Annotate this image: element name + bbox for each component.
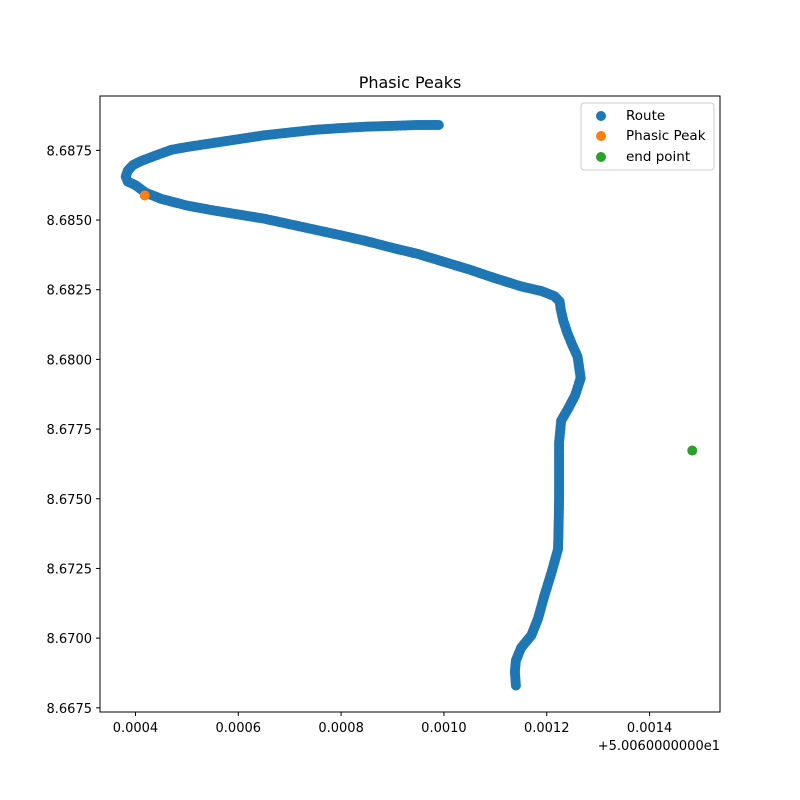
x-tick-label: 0.0010: [421, 721, 467, 736]
legend-box: [580, 102, 715, 171]
legend-marker-end-point: [596, 152, 606, 162]
legend: Route Phasic Peak end point: [580, 102, 715, 171]
end-point-marker: [687, 445, 698, 456]
legend-marker-route: [596, 111, 606, 121]
x-tick-label: 0.0008: [318, 721, 364, 736]
legend-label-phasic-peak: Phasic Peak: [626, 128, 706, 144]
axes: 0.0004 0.0006 0.0008 0.0010 0.0012 0.0014 8.66…: [47, 95, 721, 736]
x-axis-offset-label: +5.0060000000e1: [598, 739, 720, 754]
y-tick-label: 8.6850: [47, 214, 93, 229]
axes-frame: [99, 95, 721, 713]
phasic-peak-point: [139, 190, 150, 201]
legend-label-end-point: end point: [626, 149, 690, 165]
y-tick-label: 8.6725: [47, 562, 93, 577]
legend-marker-phasic-peak: [596, 131, 606, 141]
plot-inner: [120, 119, 698, 691]
y-tick-label: 8.6675: [47, 702, 93, 717]
y-tick-label: 8.6775: [47, 423, 93, 438]
chart-title: Phasic Peaks: [359, 73, 462, 92]
route-point: [510, 680, 521, 691]
x-tick-label: 0.0014: [627, 721, 673, 736]
x-tick-label: 0.0004: [113, 721, 159, 736]
y-tick-label: 8.6825: [47, 284, 93, 299]
plot-area: [120, 119, 698, 691]
y-tick-label: 8.6875: [47, 144, 93, 159]
y-tick-label: 8.6800: [47, 353, 93, 368]
x-tick-label: 0.0006: [216, 721, 262, 736]
x-tick-label: 0.0012: [524, 721, 570, 736]
y-tick-label: 8.6700: [47, 632, 93, 647]
legend-label-route: Route: [626, 108, 665, 124]
y-tick-label: 8.6750: [47, 493, 93, 508]
